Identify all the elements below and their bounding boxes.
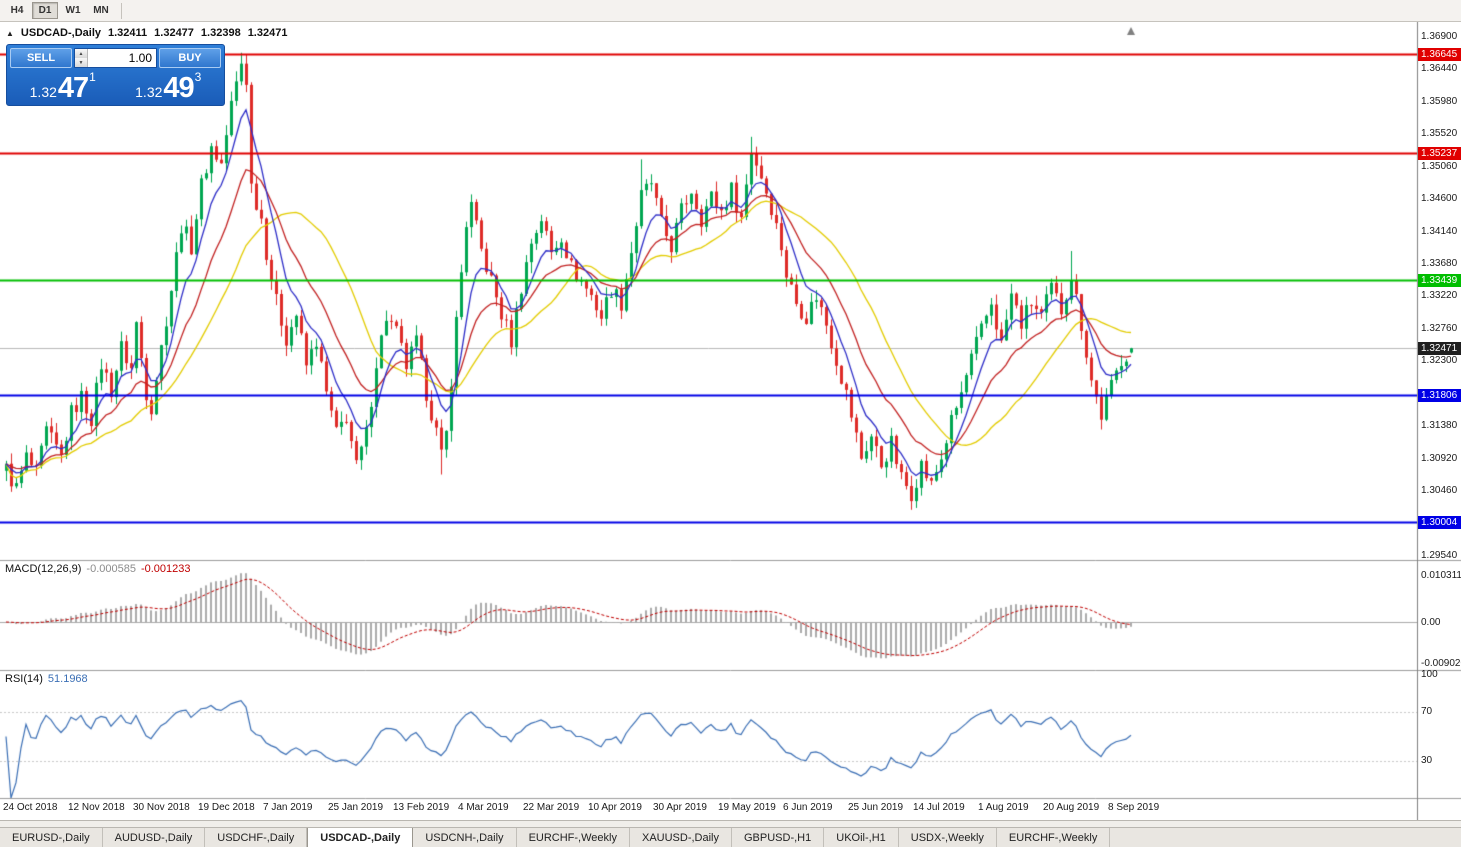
price-axis-label: 1.31380 xyxy=(1421,420,1458,432)
price-axis-label: 1.36900 xyxy=(1421,31,1458,42)
macd-axis-label: 0.00 xyxy=(1421,617,1441,628)
one-click-trading-panel: SELL ▲ ▼ 1.00 BUY 1.32 47 1 1.32 49 3 xyxy=(6,44,225,106)
date-axis-label: 13 Feb 2019 xyxy=(393,802,450,813)
date-axis-label: 8 Sep 2019 xyxy=(1108,802,1160,813)
price-axis-label: 1.35980 xyxy=(1421,95,1458,107)
price-axis-label: 1.29540 xyxy=(1421,549,1458,561)
ohlc-high: 1.32477 xyxy=(154,27,194,39)
chart-tab-eurchf-weekly[interactable]: EURCHF-,Weekly xyxy=(517,828,630,847)
macd-axis-label: -0.0090203 xyxy=(1421,658,1461,670)
chart-tab-xauusd-daily[interactable]: XAUUSD-,Daily xyxy=(630,828,732,847)
ohlc-low: 1.32398 xyxy=(200,27,241,39)
price-level-tag: 1.36645 xyxy=(1418,47,1461,61)
date-axis-label: 1 Aug 2019 xyxy=(978,802,1029,813)
buy-price-point: 3 xyxy=(194,70,202,84)
timeframe-toolbar: H4 D1 W1 MN xyxy=(0,0,1461,22)
date-axis-label: 20 Aug 2019 xyxy=(1043,802,1100,813)
price-axis-label: 1.35060 xyxy=(1421,160,1458,172)
date-axis-label: 7 Jan 2019 xyxy=(263,802,313,813)
volume-spinner: ▲ ▼ xyxy=(75,49,88,67)
buy-button[interactable]: BUY xyxy=(159,48,221,68)
price-axis-label: 1.34600 xyxy=(1421,193,1458,205)
chart-tab-audusd-daily[interactable]: AUDUSD-,Daily xyxy=(103,828,206,847)
timeframe-button-mn[interactable]: MN xyxy=(88,2,114,19)
sell-button[interactable]: SELL xyxy=(10,48,72,68)
rsi-axis-label: 70 xyxy=(1421,705,1433,717)
buy-price[interactable]: 1.32 49 3 xyxy=(116,68,222,104)
rsi-value: 51.1968 xyxy=(47,673,88,685)
date-axis-label: 25 Jun 2019 xyxy=(848,802,904,813)
oneclick-toggle-icon[interactable]: ▲ xyxy=(6,28,14,38)
status-strip xyxy=(0,820,1461,827)
price-axis-label: 1.34140 xyxy=(1421,225,1458,237)
sell-price-point: 1 xyxy=(89,70,96,84)
macd-signal-value: -0.001233 xyxy=(140,563,191,575)
date-axis-label: 12 Nov 2018 xyxy=(68,802,125,813)
price-axis-label: 1.35520 xyxy=(1421,128,1458,140)
ohlc-open: 1.32411 xyxy=(108,27,148,39)
date-axis-label: 30 Nov 2018 xyxy=(133,802,190,813)
buy-price-prefix: 1.32 xyxy=(135,84,163,100)
macd-label: MACD(12,26,9) -0.000585 -0.001233 xyxy=(5,563,196,575)
chart-tab-gbpusd-h1[interactable]: GBPUSD-,H1 xyxy=(732,828,825,847)
date-axis-label: 25 Jan 2019 xyxy=(328,802,384,813)
chart-canvas[interactable] xyxy=(0,22,1461,820)
volume-up-icon[interactable]: ▲ xyxy=(75,49,87,58)
rsi-label: RSI(14) 51.1968 xyxy=(5,673,93,685)
price-axis-label: 1.33220 xyxy=(1421,290,1458,302)
chart-title: ▲ USDCAD-,Daily 1.32411 1.32477 1.32398 … xyxy=(6,27,287,39)
sell-price[interactable]: 1.32 47 1 xyxy=(10,68,116,104)
chart-tab-ukoil-h1[interactable]: UKOil-,H1 xyxy=(824,828,899,847)
date-axis-label: 4 Mar 2019 xyxy=(458,802,509,813)
volume-field[interactable]: ▲ ▼ 1.00 xyxy=(74,48,157,68)
volume-value[interactable]: 1.00 xyxy=(128,51,152,65)
chart-tab-bar: EURUSD-,Daily AUDUSD-,Daily USDCHF-,Daily U… xyxy=(0,827,1461,847)
price-level-tag: 1.30004 xyxy=(1418,516,1461,530)
price-level-tag: 1.33439 xyxy=(1418,274,1461,287)
rsi-axis-label: 100 xyxy=(1421,669,1438,680)
chart-symbol-label: USDCAD-,Daily xyxy=(20,27,101,39)
volume-down-icon[interactable]: ▼ xyxy=(75,58,87,67)
chart-tab-usdchf-daily[interactable]: USDCHF-,Daily xyxy=(205,828,308,847)
rsi-axis-label: 30 xyxy=(1421,755,1433,767)
chart-tab-usdcnh-daily[interactable]: USDCNH-,Daily xyxy=(413,828,517,847)
date-axis-label: 6 Jun 2019 xyxy=(783,802,833,813)
macd-name: MACD(12,26,9) xyxy=(5,563,82,575)
rsi-name: RSI(14) xyxy=(5,673,43,685)
chart-tab-eurusd-daily[interactable]: EURUSD-,Daily xyxy=(0,828,103,847)
date-axis-label: 14 Jul 2019 xyxy=(913,802,965,813)
buy-price-pips: 49 xyxy=(163,72,194,104)
chart-tab-usdcad-daily[interactable]: USDCAD-,Daily xyxy=(307,828,414,847)
ohlc-close: 1.32471 xyxy=(247,27,288,39)
date-axis-label: 30 Apr 2019 xyxy=(653,802,707,813)
timeframe-button-h4[interactable]: H4 xyxy=(4,2,30,19)
date-axis-label: 19 May 2019 xyxy=(718,802,776,813)
price-axis-label: 1.30920 xyxy=(1421,452,1458,464)
price-axis-label: 1.30460 xyxy=(1421,485,1458,497)
current-price-tag: 1.32471 xyxy=(1418,342,1461,356)
sell-price-prefix: 1.32 xyxy=(29,84,57,100)
timeframe-button-d1[interactable]: D1 xyxy=(32,2,58,19)
price-level-tag: 1.31806 xyxy=(1418,389,1461,403)
date-axis-label: 24 Oct 2018 xyxy=(3,802,58,813)
sell-price-pips: 47 xyxy=(57,72,89,104)
macd-axis-label: 0.010311 xyxy=(1421,570,1461,582)
price-axis-label: 1.36440 xyxy=(1421,63,1458,75)
toolbar-separator xyxy=(121,2,122,19)
timeframe-button-w1[interactable]: W1 xyxy=(60,2,86,19)
chart-tab-eurchf-weekly[interactable]: EURCHF-,Weekly xyxy=(997,828,1111,847)
date-axis-label: 10 Apr 2019 xyxy=(588,802,642,813)
macd-main-value: -0.000585 xyxy=(86,563,136,575)
price-axis-label: 1.32760 xyxy=(1421,322,1458,334)
chart-tab-usdx-weekly[interactable]: USDX-,Weekly xyxy=(899,828,997,847)
date-axis-label: 22 Mar 2019 xyxy=(523,802,580,813)
chart-window: ▲ USDCAD-,Daily 1.32411 1.32477 1.32398 … xyxy=(0,22,1461,820)
price-level-tag: 1.35237 xyxy=(1418,147,1461,161)
price-axis-label: 1.33680 xyxy=(1421,258,1458,269)
date-axis-label: 19 Dec 2018 xyxy=(198,802,255,813)
price-axis-label: 1.32300 xyxy=(1421,355,1458,367)
